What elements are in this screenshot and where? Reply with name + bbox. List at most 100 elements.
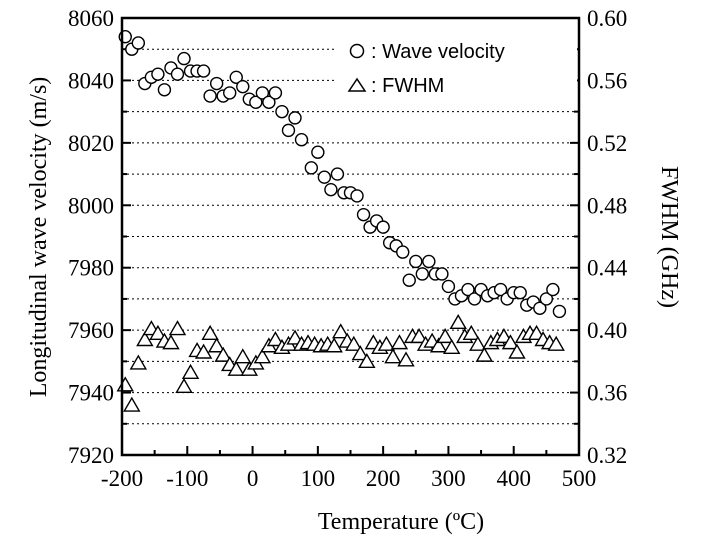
y-tick-label: 7920 (68, 443, 114, 468)
wave-velocity-point (249, 95, 263, 109)
wave-velocity-point (294, 133, 309, 147)
x-tick-label: 200 (366, 466, 401, 491)
fwhm-point (194, 343, 213, 359)
wave-velocity-point (170, 67, 185, 81)
y-tick-label: 8000 (68, 193, 114, 218)
fwhm-point (207, 337, 226, 353)
wave-velocity-point (288, 111, 302, 125)
x-tick-label: 300 (431, 466, 466, 491)
y-tick-label: 8060 (68, 6, 114, 31)
legend-triangle-marker (347, 77, 367, 92)
x-axis-ticks: -200 -100 0 100 200 300 400 500 (101, 446, 596, 491)
fwhm-point (234, 348, 252, 364)
fwhm-point (547, 335, 565, 351)
fwhm-point (429, 337, 448, 353)
legend-label-fwhm: : FWHM (371, 75, 444, 97)
y-tick-label: 7940 (68, 381, 114, 406)
fwhm-point (227, 360, 245, 376)
wave-velocity-point (157, 83, 172, 97)
wave-velocity-point (402, 273, 416, 287)
fwhm-point (358, 352, 376, 369)
y-axis-title: Longitudinal wave velocity (m/s) (26, 77, 52, 398)
fwhm-point (266, 331, 285, 347)
wave-velocity-point (376, 220, 390, 234)
y2-axis-title: FWHM (GHz) (656, 166, 682, 308)
legend-label-velocity: : Wave velocity (371, 41, 505, 63)
y-tick-label: 8040 (68, 68, 114, 93)
x-tick-label: 0 (247, 466, 259, 491)
fwhm-point (325, 337, 343, 353)
wave-velocity-point (467, 292, 482, 306)
wave-velocity-point (513, 285, 527, 300)
wave-velocity-point (268, 86, 283, 100)
wave-velocity-point (203, 89, 217, 103)
wave-velocity-point (255, 86, 270, 100)
y2-tick-label: 0.56 (587, 68, 627, 93)
wave-velocity-point (441, 279, 456, 294)
fwhm-point (136, 331, 154, 347)
wave-velocity-point (304, 161, 319, 175)
fwhm-point (331, 323, 350, 339)
fwhm-point (181, 363, 200, 379)
wave-velocity-point (350, 189, 364, 203)
wave-velocity-point (539, 292, 554, 306)
fwhm-point (214, 346, 232, 362)
x-tick-label: 400 (496, 466, 531, 491)
x-tick-label: 100 (301, 466, 336, 491)
wave-velocity-point (415, 267, 430, 281)
wave-velocity-point (311, 145, 325, 159)
wave-velocity-point (533, 301, 547, 315)
fwhm-point (253, 348, 272, 364)
wave-velocity-point (317, 170, 332, 184)
fwhm-point (410, 327, 428, 344)
fwhm-point (175, 377, 193, 394)
y2-tick-label: 0.60 (587, 6, 627, 31)
legend-circle-marker (349, 43, 365, 59)
wave-velocity-point (177, 51, 191, 66)
legend: : Wave velocity : FWHM (337, 31, 577, 99)
wave-velocity-point (493, 282, 508, 297)
fwhm-point (436, 327, 454, 344)
plot-frame (120, 16, 581, 457)
fwhm-point (116, 376, 134, 392)
wave-velocity-point (229, 70, 243, 85)
wave-velocity-point (275, 104, 289, 119)
fwhm-point (442, 338, 461, 355)
wave-velocity-point (409, 254, 423, 269)
wave-velocity-point (209, 76, 224, 91)
wave-velocity-point (223, 86, 237, 100)
fwhm-point (462, 324, 480, 340)
right-axis-ticks: 0.32 0.36 0.40 0.44 0.48 0.52 0.56 0.60 (570, 6, 628, 468)
y2-tick-label: 0.44 (587, 256, 628, 281)
legend-box (337, 31, 577, 99)
fwhm-point (397, 351, 415, 367)
wave-velocity-point (435, 267, 449, 281)
wave-velocity-point (546, 282, 560, 297)
y2-tick-label: 0.48 (587, 193, 627, 218)
y2-tick-label: 0.36 (587, 381, 627, 406)
x-tick-label: -200 (101, 466, 143, 491)
fwhm-point (469, 335, 487, 351)
wave-velocity-point (330, 167, 345, 181)
fwhm-point (390, 334, 409, 350)
wave-velocity-point (461, 282, 475, 297)
wave-velocity-point (356, 207, 371, 222)
fwhm-point (475, 346, 494, 362)
x-tick-label: -100 (166, 466, 208, 491)
wave-velocity-point (262, 95, 276, 109)
wave-velocity-point (131, 36, 146, 50)
wave-velocity-point (151, 67, 165, 81)
fwhm-point (162, 334, 180, 350)
y2-tick-label: 0.40 (587, 318, 627, 343)
fwhm-point (384, 348, 402, 364)
y2-tick-label: 0.32 (587, 443, 627, 468)
fwhm-point (129, 354, 148, 370)
wave-velocity-point (196, 64, 211, 78)
fwhm-point (168, 320, 187, 336)
x-tick-label: 500 (562, 466, 597, 491)
y2-tick-label: 0.52 (587, 131, 627, 156)
wave-velocity-point (324, 182, 338, 197)
y-tick-label: 8020 (68, 131, 114, 156)
fwhm-point (501, 334, 520, 350)
